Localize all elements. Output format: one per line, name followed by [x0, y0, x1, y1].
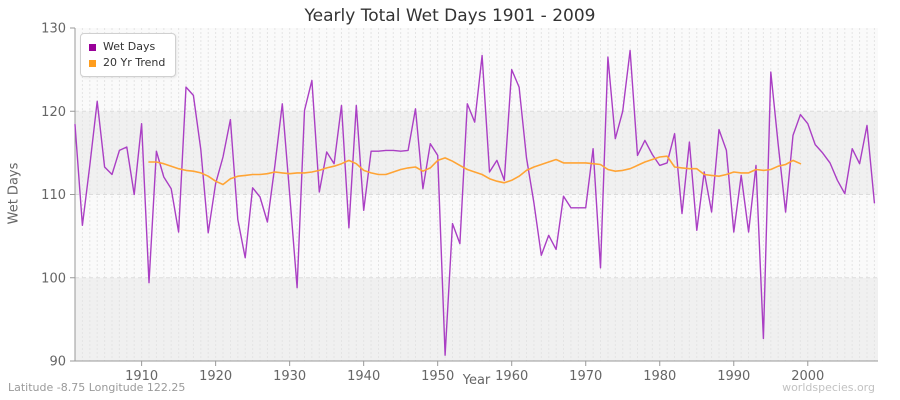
wet-days-line — [74, 49, 876, 356]
y-tick-label: 110 — [41, 188, 66, 203]
x-tick-label: 1970 — [569, 369, 602, 384]
legend-label: 20 Yr Trend — [103, 56, 166, 69]
plot-band — [75, 111, 878, 195]
source-text: worldspecies.org — [782, 381, 875, 394]
legend-item-trend: 20 Yr Trend — [89, 55, 165, 71]
x-tick-label: 1990 — [717, 369, 750, 384]
x-axis-label: Year — [462, 373, 491, 388]
y-tick-label: 90 — [49, 355, 66, 370]
x-tick-label: 1980 — [643, 369, 676, 384]
plot-band — [75, 28, 878, 112]
x-tick-label: 1940 — [347, 369, 380, 384]
x-tick-label: 1950 — [421, 369, 454, 384]
plot-band — [75, 194, 878, 278]
x-tick-label: 1910 — [125, 369, 158, 384]
y-tick-label: 130 — [41, 22, 66, 37]
x-tick-label: 1930 — [273, 369, 306, 384]
y-axis-label: Wet Days — [6, 162, 22, 225]
chart-title: Yearly Total Wet Days 1901 - 2009 — [304, 6, 596, 26]
y-tick-label: 100 — [41, 271, 66, 286]
legend-label: Wet Days — [103, 40, 156, 53]
y-tick-label: 120 — [41, 105, 66, 120]
wet-days-swatch — [89, 43, 96, 51]
x-tick-label: 1960 — [495, 369, 528, 384]
plot-band — [75, 277, 878, 361]
x-tick-label: 2000 — [791, 369, 824, 384]
trend-line — [148, 155, 802, 186]
coordinates-text: Latitude -8.75 Longitude 122.25 — [8, 381, 186, 394]
legend-item-wet-days: Wet Days — [89, 39, 165, 55]
legend-box: Wet Days 20 Yr Trend — [80, 33, 177, 77]
trend-swatch — [89, 59, 96, 67]
x-tick-label: 1920 — [199, 369, 232, 384]
